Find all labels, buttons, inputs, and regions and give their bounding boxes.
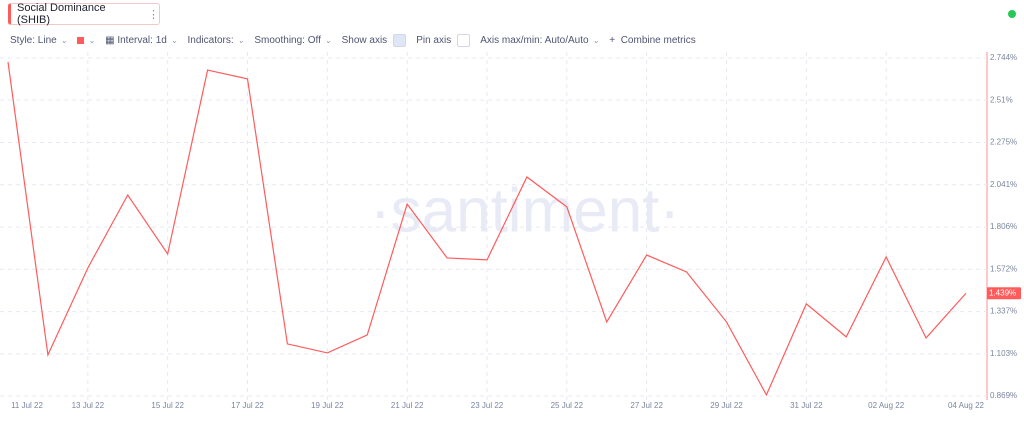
metric-name: Social Dominance (SHIB) xyxy=(17,2,106,26)
y-tick-label: 2.51% xyxy=(990,95,1013,104)
style-select[interactable]: Style: Line ⌄ xyxy=(10,34,68,46)
y-tick-label: 2.744% xyxy=(990,53,1017,62)
menu-dots[interactable]: ⋮ xyxy=(148,8,159,21)
color-swatch xyxy=(77,36,85,44)
indicators-select[interactable]: Indicators: ⌄ xyxy=(187,34,245,46)
toolbar: Style: Line ⌄ ⌄ ▦ Interval: 1d ⌄ Indicator… xyxy=(0,32,696,48)
color-select[interactable]: ⌄ xyxy=(77,36,95,45)
combine-metrics[interactable]: + Combine metrics xyxy=(609,34,696,46)
checkbox xyxy=(393,33,407,47)
smoothing-select[interactable]: Smoothing: Off ⌄ xyxy=(254,34,332,46)
y-tick-label: 1.337% xyxy=(990,307,1017,316)
interval-select[interactable]: ▦ Interval: 1d ⌄ xyxy=(105,34,178,46)
y-tick-label: 1.806% xyxy=(990,222,1017,231)
x-tick-label: 27 Jul 22 xyxy=(630,401,663,410)
show-axis-toggle[interactable]: Show axis xyxy=(341,33,407,47)
show-axis-label: Show axis xyxy=(341,34,388,46)
value-label: 1.439% xyxy=(989,288,1016,297)
y-tick-label: 0.869% xyxy=(990,391,1017,400)
checkbox xyxy=(457,33,471,47)
pin-axis-toggle[interactable]: Pin axis xyxy=(416,33,471,47)
value-label-bg xyxy=(987,287,1021,300)
x-tick-label: 15 Jul 22 xyxy=(151,401,184,410)
axis-minmax-label: Axis max/min: Auto/Auto xyxy=(480,34,589,46)
x-tick-label: 17 Jul 22 xyxy=(231,401,264,410)
x-tick-label: 02 Aug 22 xyxy=(868,401,905,410)
x-tick-label: 11 Jul 22 xyxy=(11,401,43,410)
axis-minmax-select[interactable]: Axis max/min: Auto/Auto ⌄ xyxy=(480,34,600,46)
x-tick-label: 25 Jul 22 xyxy=(551,401,584,410)
y-tick-label: 2.041% xyxy=(990,180,1017,189)
status-dot xyxy=(1008,10,1016,18)
x-tick-label: 23 Jul 22 xyxy=(471,401,504,410)
y-tick-label: 2.275% xyxy=(990,138,1017,147)
x-tick-label: 31 Jul 22 xyxy=(790,401,823,410)
style-label: Style: Line xyxy=(10,34,57,46)
y-tick-label: 1.103% xyxy=(990,349,1017,358)
smoothing-label: Smoothing: Off xyxy=(254,34,321,46)
x-tick-label: 29 Jul 22 xyxy=(710,401,743,410)
combine-label: Combine metrics xyxy=(620,34,696,46)
pin-axis-label: Pin axis xyxy=(416,34,452,46)
y-tick-label: 1.572% xyxy=(990,264,1017,273)
x-tick-label: 04 Aug 22 xyxy=(948,401,985,410)
line xyxy=(7,61,967,397)
x-tick-label: 21 Jul 22 xyxy=(391,401,424,410)
watermark: ·santiment· xyxy=(370,176,680,245)
x-tick-label: 19 Jul 22 xyxy=(311,401,344,410)
metric-tag[interactable]: Social Dominance (SHIB) ⋮ xyxy=(8,2,160,26)
indicators-label: Indicators: xyxy=(187,34,234,46)
interval-label: Interval: 1d xyxy=(117,34,167,46)
x-tick-label: 13 Jul 22 xyxy=(72,401,105,410)
